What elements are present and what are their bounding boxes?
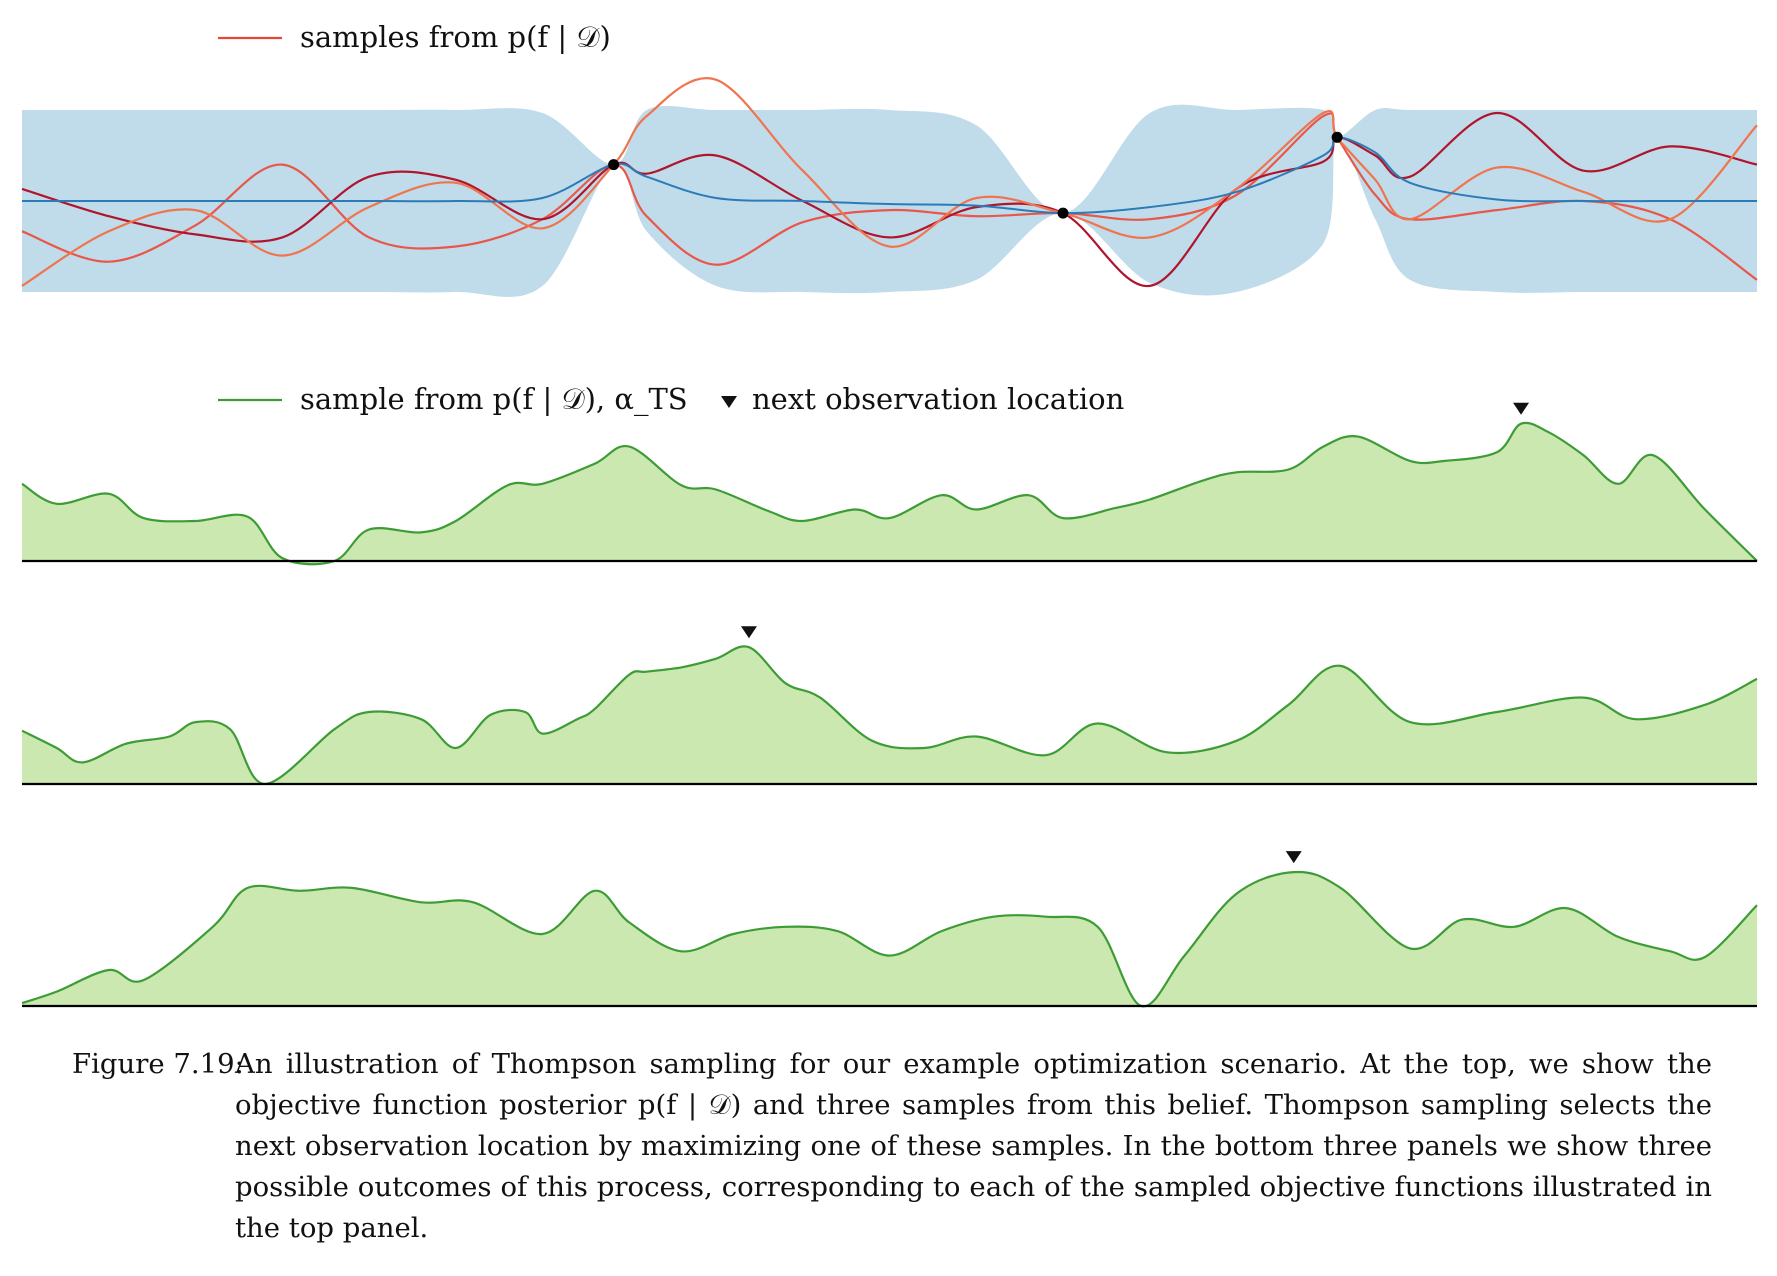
posterior-sample-line-2 [21, 111, 1758, 288]
posterior-legend: samples from p(f | 𝒟) [218, 20, 611, 54]
legend-marker-next-observation [721, 396, 737, 408]
acquisition-panel-2 [21, 626, 1758, 786]
posterior-sample-lines [21, 77, 1758, 288]
observation-points [608, 131, 1343, 219]
acquisition-legend: sample from p(f | 𝒟), α_TS next observat… [218, 382, 1124, 417]
caption-text: An illustration of Thompson sampling for… [235, 1048, 1712, 1244]
posterior-panel [21, 77, 1758, 297]
caption-label: Figure 7.19: [72, 1048, 244, 1080]
next-observation-marker-1 [1513, 402, 1530, 415]
acquisition-curve-3 [21, 870, 1758, 1008]
acquisition-area-3 [22, 871, 1757, 1007]
acquisition-panels [21, 402, 1758, 1008]
posterior-credible-band [22, 104, 1757, 297]
legend-label-next-observation: next observation location [752, 382, 1124, 416]
legend-label-acquisition: sample from p(f | 𝒟), α_TS [300, 382, 688, 417]
posterior-mean-line [22, 136, 1757, 215]
thompson-sampling-figure: samples from p(f | 𝒟) sample from p(f | … [21, 20, 1758, 1008]
observation-point-3 [1331, 131, 1343, 143]
acquisition-area-1 [22, 422, 1757, 565]
figure-caption: Figure 7.19: An illustration of Thompson… [72, 1044, 1712, 1249]
acquisition-area-2 [22, 646, 1757, 784]
observation-point-1 [608, 159, 620, 171]
legend-label-samples: samples from p(f | 𝒟) [300, 20, 611, 54]
acquisition-panel-3 [21, 851, 1758, 1008]
next-observation-marker-2 [740, 626, 757, 639]
acquisition-panel-1 [21, 402, 1758, 566]
observation-point-2 [1057, 207, 1069, 219]
posterior-sample-line-1 [21, 112, 1758, 281]
acquisition-curve-2 [21, 645, 1758, 786]
next-observation-marker-3 [1285, 851, 1302, 864]
posterior-sample-line-3 [21, 77, 1758, 287]
